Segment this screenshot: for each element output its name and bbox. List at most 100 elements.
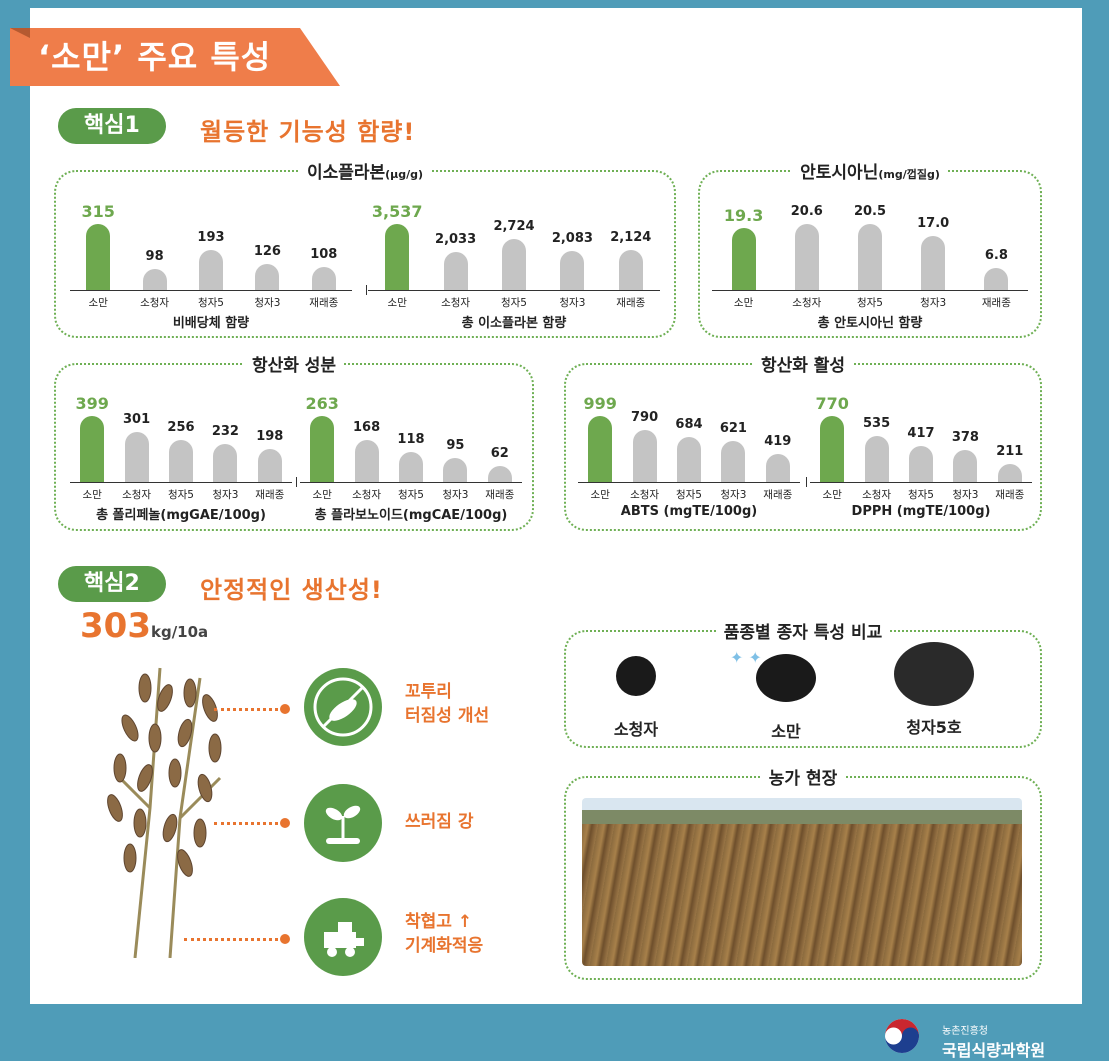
- bar-소청자: [864, 436, 889, 482]
- value-label: 999: [583, 394, 617, 413]
- chart-flavonoid: 263 소만 168 소청자 118 청자5 95 청자3 62 재래종 총 플라보노이드(mgCA…: [300, 390, 522, 523]
- connector-line-2: [214, 822, 284, 825]
- bar-청자5: [858, 224, 882, 290]
- poster-page: ‘소만’ 주요 특성 핵심1 월등한 기능성 함량! 이소플라본(μg/g) 안…: [10, 8, 1082, 1004]
- chart-dpph: 770 소만 535 소청자 417 청자5 378 청자3 211 재래종 DPPH (mgTE/…: [810, 390, 1032, 522]
- value-label: 399: [75, 394, 109, 413]
- value-label: 95: [446, 438, 465, 454]
- antiox-activity-panel: 항산화 활성: [564, 356, 1042, 531]
- core2-heading: 안정적인 생산성!: [200, 576, 383, 604]
- chart-title: 총 플라보노이드(mgCAE/100g): [314, 508, 508, 523]
- category-label: 청자3: [442, 489, 469, 501]
- bar-재래종: [984, 268, 1009, 290]
- chart-baseline: [70, 290, 352, 291]
- feature-3-line2: 기계화적응: [405, 936, 484, 956]
- yield-unit: kg/10a: [150, 623, 209, 641]
- bar-재래종: [997, 463, 1022, 482]
- sparkle-icon: ✦ ✦: [730, 648, 762, 667]
- value-label: 2,124: [610, 230, 652, 246]
- category-label: 소만: [822, 489, 842, 501]
- bar-소청자: [794, 224, 819, 290]
- pod-icon: [304, 668, 382, 746]
- category-label: 재래종: [616, 297, 646, 309]
- bar-청자5: [909, 446, 933, 482]
- bar-청자3: [213, 443, 238, 482]
- connector-line-3: [184, 938, 284, 941]
- category-label: 청자3: [212, 489, 239, 501]
- seed-label-2: 소만: [771, 722, 801, 741]
- sprout-icon: [304, 784, 382, 862]
- bar-재래종: [311, 267, 336, 290]
- value-label: 193: [197, 229, 225, 245]
- value-label: 301: [123, 412, 151, 428]
- bar-청자5: [169, 439, 193, 482]
- feature-1-line2: 터짐성 개선: [405, 706, 490, 726]
- isoflavone-unit: (μg/g): [385, 168, 424, 181]
- value-label: 684: [675, 416, 703, 432]
- category-label: 청자5: [856, 297, 883, 309]
- bar-소청자: [124, 432, 149, 482]
- chart-divider-tick: [806, 477, 807, 487]
- connector-dot-1: [280, 704, 290, 714]
- bar-청자3: [443, 458, 468, 482]
- value-label: 790: [631, 409, 659, 425]
- value-label: 315: [81, 202, 115, 221]
- category-label: 소만: [733, 297, 754, 309]
- anthocyanin-panel: 안토시아닌(mg/껍질g): [698, 163, 1042, 338]
- chart-title: 총 이소플라본 함량: [461, 316, 567, 331]
- category-label: 소만: [88, 297, 108, 309]
- category-label: 소청자: [352, 489, 382, 501]
- chart-abts: 999 소만 790 소청자 684 청자5 621 청자3 419 재래종 ABTS (mgTE/…: [578, 390, 800, 522]
- category-label: 청자3: [254, 297, 281, 309]
- chart-baseline: [368, 290, 660, 291]
- value-label: 378: [951, 429, 979, 445]
- category-label: 소청자: [122, 489, 152, 501]
- category-label: 청자3: [559, 297, 586, 309]
- chart-baseline: [300, 482, 522, 483]
- chart-title: 총 안토시아닌 함량: [817, 316, 923, 331]
- antiox-component-title: 항산화 성분: [243, 356, 345, 376]
- value-label: 20.6: [790, 204, 823, 219]
- category-label: 청자5: [907, 489, 934, 501]
- value-label: 419: [764, 434, 792, 450]
- value-label: 232: [211, 423, 239, 439]
- chart-aglycone: 315 소만 98 소청자 193 청자5 126 청자3 108 재래종 비배당체 함량: [70, 198, 352, 331]
- bar-소만: [80, 416, 105, 482]
- category-label: 청자5: [675, 489, 702, 501]
- bar-소만: [86, 224, 111, 290]
- value-label: 2,724: [493, 219, 535, 235]
- seed-panel-title: 품종별 종자 특성 비교: [715, 623, 891, 643]
- yield-number: 303: [80, 606, 151, 646]
- bar-재래종: [257, 449, 282, 482]
- feature-2-line1: 쓰러짐 강: [405, 812, 474, 832]
- seed-soman-image: [756, 654, 816, 702]
- chart-anthocyanin: 19.3 소만 20.6 소청자 20.5 청자5 17.0 청자3 6.8 재래종 총 안토시아닌…: [712, 198, 1028, 331]
- category-label: 재래종: [981, 297, 1011, 309]
- category-label: 청자5: [197, 297, 224, 309]
- value-label: 535: [863, 416, 891, 432]
- bar-재래종: [618, 250, 643, 290]
- category-label: 청자5: [500, 297, 527, 309]
- seed-panel: 품종별 종자 특성 비교: [564, 623, 1042, 748]
- category-label: 재래종: [309, 297, 339, 309]
- antiox-component-panel: 항산화 성분: [54, 356, 534, 531]
- seed-label-1: 소청자: [613, 720, 659, 739]
- field-panel: 농가 현장: [564, 769, 1042, 980]
- seed-cheongja5-image: [894, 642, 974, 706]
- bar-소청자: [443, 252, 468, 290]
- chart-polyphenol: 399 소만 301 소청자 256 청자5 232 청자3 198 재래종 총 폴리페놀(mgGA…: [70, 390, 292, 523]
- value-label: 19.3: [723, 206, 764, 226]
- feature-2-text: 쓰러짐 강: [405, 810, 473, 834]
- chart-divider-tick: [366, 285, 367, 295]
- category-label: 청자5: [397, 489, 424, 501]
- bar-청자5: [399, 452, 423, 482]
- seed-label-3: 청자5호: [906, 718, 962, 737]
- category-label: 재래종: [255, 489, 285, 501]
- core2-pill: 핵심2: [58, 566, 166, 602]
- bar-재래종: [487, 466, 512, 482]
- logo-text: 농촌진흥청 국립식량과학원: [942, 1022, 1045, 1061]
- value-label: 256: [167, 419, 195, 435]
- category-label: 소청자: [792, 297, 822, 309]
- value-label: 2,083: [551, 231, 593, 247]
- anthocyanin-title: 안토시아닌: [800, 163, 879, 183]
